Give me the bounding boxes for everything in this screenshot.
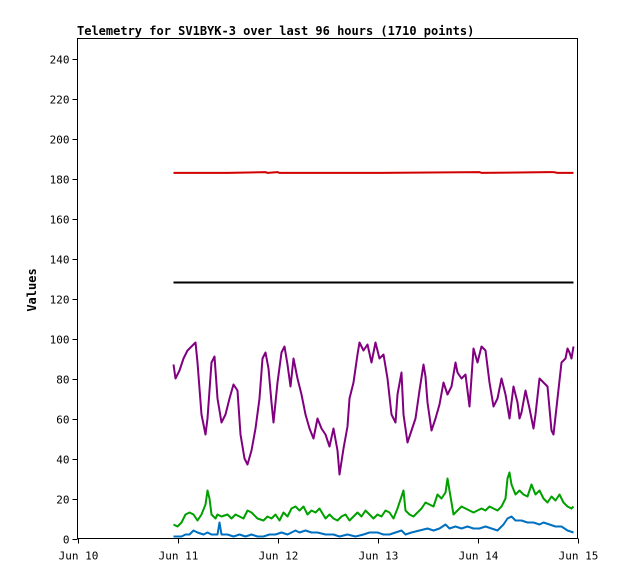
x-tick-label: Jun 15 [559, 550, 599, 563]
y-tick-label: 200 [50, 134, 70, 147]
series-line-1 [173, 171, 574, 174]
x-tick-label: Jun 10 [59, 550, 99, 563]
y-tick-label: 100 [50, 334, 70, 347]
series-line-4 [173, 471, 575, 528]
y-axis: 0 20 40 60 80 100 120 140 160 180 200 220 240 [50, 54, 78, 547]
y-tick-label: 60 [56, 414, 69, 427]
x-tick-label: Jun 11 [159, 550, 199, 563]
x-tick-label: Jun 14 [459, 550, 499, 563]
x-tick-label: Jun 13 [359, 550, 399, 563]
x-tick-label: Jun 12 [259, 550, 299, 563]
y-tick-label: 160 [50, 214, 70, 227]
y-tick-label: 40 [56, 454, 69, 467]
series-line-3 [172, 341, 575, 476]
y-tick-label: 120 [50, 294, 70, 307]
y-tick-label: 180 [50, 174, 70, 187]
y-tick-label: 240 [50, 54, 70, 67]
x-axis: Jun 10 Jun 11 Jun 12 Jun 13 Jun 14 Jun 15 [59, 538, 599, 563]
y-tick-label: 220 [50, 94, 70, 107]
y-axis-label: Values [25, 268, 39, 311]
chart-title: Telemetry for SV1BYK-3 over last 96 hour… [77, 24, 474, 38]
y-tick-label: 20 [56, 494, 69, 507]
plot-frame [77, 38, 578, 539]
y-tick-label: 140 [50, 254, 70, 267]
y-tick-label: 0 [63, 534, 70, 547]
y-tick-label: 80 [56, 374, 69, 387]
series-line-5 [173, 515, 574, 538]
series-layer [172, 171, 575, 538]
